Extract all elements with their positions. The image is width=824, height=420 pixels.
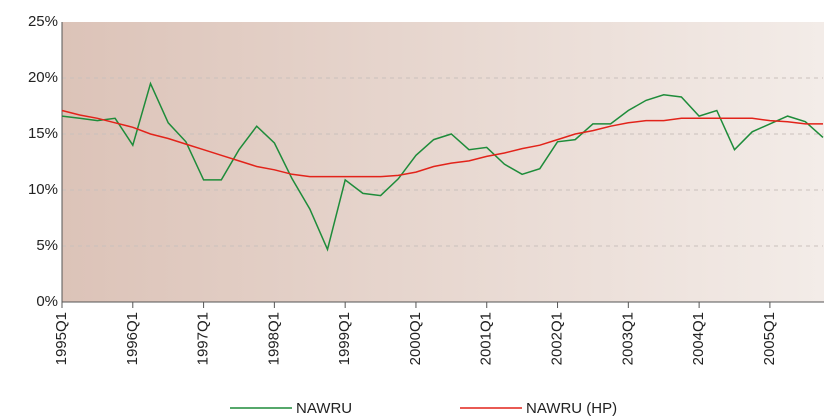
legend-label: NAWRU (HP): [526, 400, 617, 417]
x-tick-label: 1996Q1: [124, 312, 141, 365]
legend-label: NAWRU: [296, 400, 352, 417]
y-tick-label: 0%: [36, 293, 58, 310]
y-tick-label: 5%: [36, 237, 58, 254]
y-tick-label: 15%: [28, 125, 58, 142]
x-tick-label: 1997Q1: [195, 312, 212, 365]
series-line: [61, 109, 823, 178]
x-tick-label: 1999Q1: [336, 312, 353, 365]
x-tick-label: 2005Q1: [761, 312, 778, 365]
x-tick-label: 1995Q1: [53, 312, 70, 365]
x-tick-label: 2003Q1: [619, 312, 636, 365]
x-tick-label: 2000Q1: [407, 312, 424, 365]
x-tick-label: 1998Q1: [265, 312, 282, 365]
x-tick-label: 2004Q1: [690, 312, 707, 365]
y-tick-label: 20%: [28, 69, 58, 86]
y-tick-label: 10%: [28, 181, 58, 198]
plot-background: [62, 22, 824, 302]
y-tick-label: 25%: [28, 13, 58, 30]
x-tick-label: 2002Q1: [549, 312, 566, 365]
series-line: [61, 81, 824, 252]
x-tick-label: 2001Q1: [478, 312, 495, 365]
